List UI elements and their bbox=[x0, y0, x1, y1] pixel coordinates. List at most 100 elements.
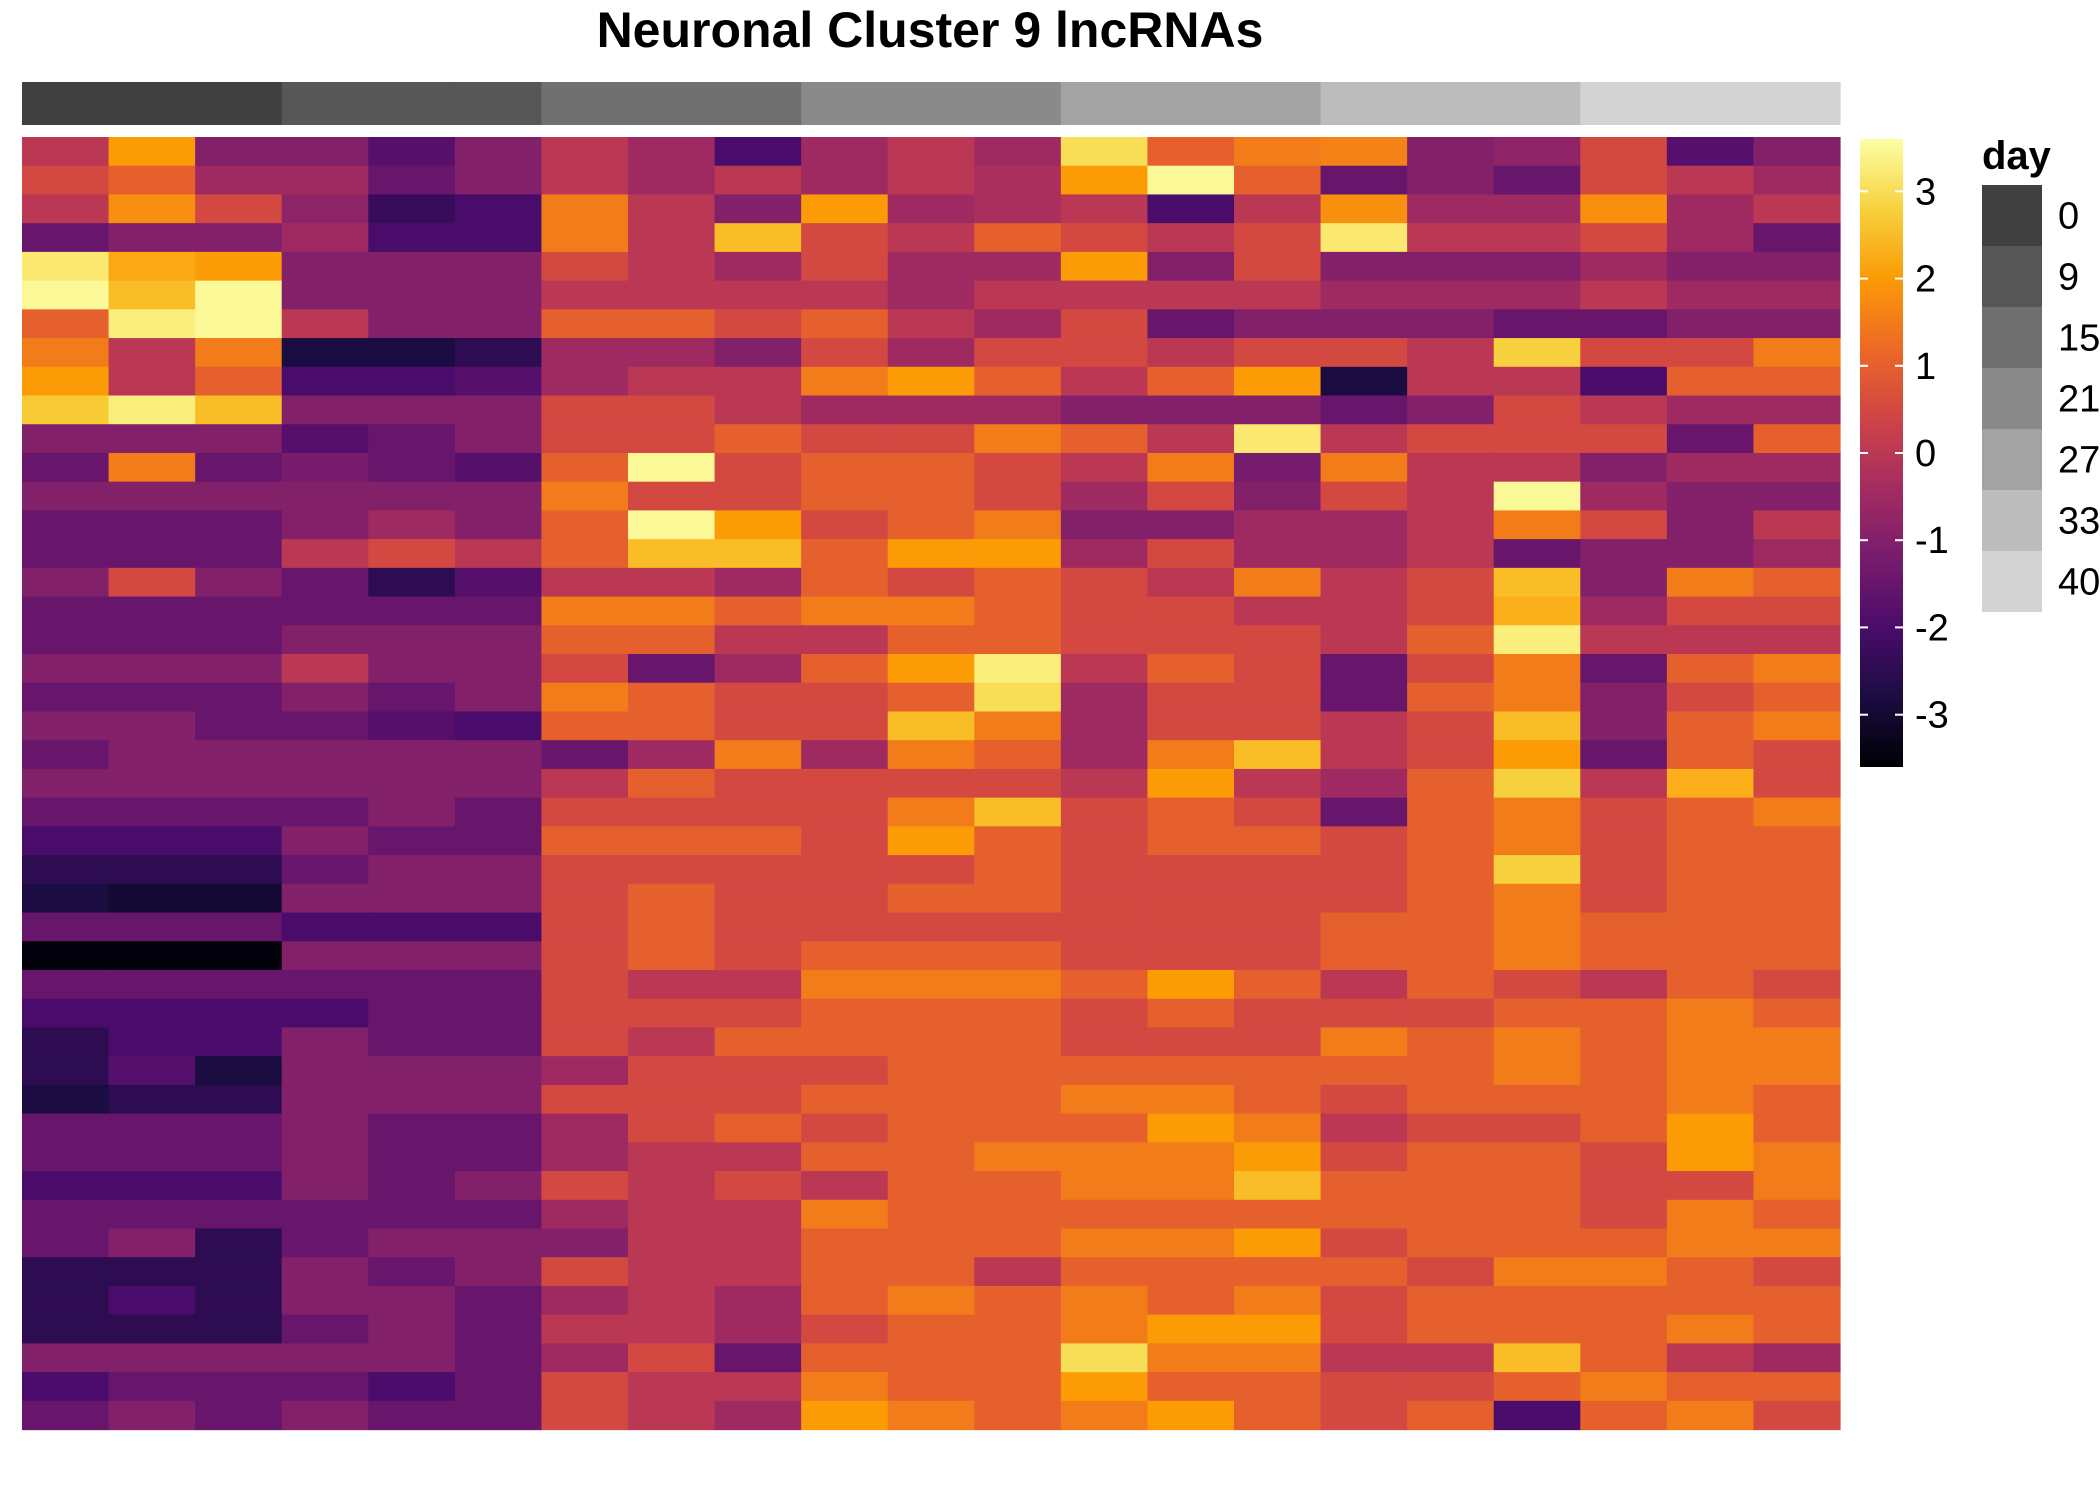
heatmap-cell bbox=[1147, 654, 1235, 684]
heatmap-cell bbox=[628, 251, 716, 282]
heatmap-cell bbox=[974, 625, 1062, 655]
heatmap-cell bbox=[801, 510, 889, 540]
heatmap-cell bbox=[974, 596, 1062, 626]
heatmap-cell bbox=[1753, 194, 1841, 224]
heatmap-cell bbox=[281, 338, 369, 368]
heatmap-cell bbox=[1666, 338, 1755, 368]
heatmap-cell bbox=[541, 137, 629, 167]
heatmap-cell bbox=[1234, 424, 1322, 454]
heatmap-cell bbox=[281, 452, 369, 483]
heatmap-cell bbox=[1493, 826, 1581, 856]
heatmap-cell bbox=[108, 424, 196, 454]
heatmap-cell bbox=[1407, 998, 1495, 1029]
heatmap-cell bbox=[1407, 625, 1495, 655]
heatmap-cell bbox=[714, 1142, 802, 1172]
heatmap-cell bbox=[1320, 1314, 1408, 1344]
heatmap-cell bbox=[541, 366, 629, 397]
day-legend-swatch bbox=[1982, 551, 2042, 612]
heatmap-cell bbox=[195, 1400, 283, 1431]
heatmap-cell bbox=[801, 1113, 889, 1143]
heatmap-cell bbox=[1580, 969, 1668, 1000]
heatmap-cell bbox=[1320, 223, 1408, 253]
heatmap-cell bbox=[714, 1171, 802, 1201]
heatmap-cell bbox=[541, 1400, 629, 1431]
heatmap-cell bbox=[1493, 194, 1581, 224]
heatmap-cell bbox=[281, 366, 369, 397]
heatmap-cell bbox=[1147, 1343, 1235, 1373]
heatmap-cell bbox=[1147, 1372, 1235, 1402]
heatmap-cell bbox=[628, 338, 716, 368]
heatmap-cell bbox=[281, 510, 369, 540]
heatmap-cell bbox=[628, 1171, 716, 1201]
heatmap-cell bbox=[1234, 1199, 1322, 1230]
heatmap-cell bbox=[108, 883, 196, 914]
heatmap-cell bbox=[195, 1027, 283, 1057]
heatmap-cell bbox=[368, 654, 456, 684]
heatmap-cell bbox=[1666, 510, 1755, 540]
heatmap-cell bbox=[1234, 137, 1322, 167]
heatmap-cell bbox=[1234, 223, 1322, 253]
heatmap-cell bbox=[628, 1343, 716, 1373]
heatmap-cell bbox=[1407, 395, 1495, 425]
heatmap-cell bbox=[281, 1314, 369, 1344]
heatmap-cell bbox=[1666, 1171, 1755, 1201]
heatmap-cell bbox=[974, 567, 1062, 598]
heatmap-cell bbox=[281, 711, 369, 741]
heatmap-cell bbox=[1493, 395, 1581, 425]
heatmap-cell bbox=[1234, 883, 1322, 914]
heatmap-cell bbox=[1147, 567, 1235, 598]
heatmap-cell bbox=[1234, 366, 1322, 397]
heatmap-cell bbox=[1493, 452, 1581, 483]
heatmap-cell bbox=[368, 682, 456, 713]
heatmap-cell bbox=[195, 1343, 283, 1373]
heatmap-cell bbox=[801, 596, 889, 626]
heatmap-cell bbox=[714, 338, 802, 368]
heatmap-cell bbox=[628, 654, 716, 684]
heatmap-cell bbox=[454, 251, 543, 282]
heatmap-cell bbox=[108, 1372, 196, 1402]
heatmap-cell bbox=[1147, 797, 1235, 827]
heatmap-cell bbox=[281, 797, 369, 827]
heatmap-cell bbox=[801, 309, 889, 339]
heatmap-cell bbox=[974, 998, 1062, 1029]
heatmap-cell bbox=[1580, 1228, 1668, 1258]
heatmap-cell bbox=[1753, 1142, 1841, 1172]
heatmap-cell bbox=[1060, 194, 1149, 224]
heatmap-cell bbox=[1666, 223, 1755, 253]
colorbar-tick-label: 3 bbox=[1915, 171, 1936, 213]
heatmap-cell bbox=[108, 768, 196, 799]
heatmap-cell bbox=[1666, 165, 1755, 196]
heatmap-cell bbox=[281, 883, 369, 914]
heatmap-cell bbox=[1060, 280, 1149, 310]
heatmap-cell bbox=[368, 395, 456, 425]
heatmap-cell bbox=[541, 567, 629, 598]
heatmap-cell bbox=[801, 1285, 889, 1316]
heatmap-cell bbox=[281, 1285, 369, 1316]
heatmap-cell bbox=[1580, 1199, 1668, 1230]
heatmap-cell bbox=[801, 768, 889, 799]
heatmap-cell bbox=[1234, 1084, 1322, 1115]
heatmap-cell bbox=[714, 826, 802, 856]
heatmap-cell bbox=[1493, 251, 1581, 282]
heatmap-cell bbox=[1234, 1400, 1322, 1431]
heatmap-cell bbox=[1753, 941, 1841, 971]
heatmap-cell bbox=[974, 1199, 1062, 1230]
heatmap-cell bbox=[801, 1314, 889, 1344]
heatmap-cell bbox=[195, 711, 283, 741]
heatmap-cell bbox=[1753, 280, 1841, 310]
heatmap-cell bbox=[454, 912, 543, 942]
heatmap-cell bbox=[281, 280, 369, 310]
heatmap-cell bbox=[1753, 251, 1841, 282]
heatmap-cell bbox=[1320, 280, 1408, 310]
heatmap-cell bbox=[1407, 826, 1495, 856]
heatmap-cell bbox=[1147, 1056, 1235, 1086]
heatmap-cell bbox=[1060, 395, 1149, 425]
heatmap-cell bbox=[628, 797, 716, 827]
heatmap-cell bbox=[108, 1314, 196, 1344]
heatmap-cell bbox=[1753, 797, 1841, 827]
heatmap-cell bbox=[454, 481, 543, 511]
heatmap-cell bbox=[1493, 1314, 1581, 1344]
heatmap-cell bbox=[108, 1113, 196, 1143]
heatmap-cell bbox=[1234, 309, 1322, 339]
heatmap-cell bbox=[1234, 768, 1322, 799]
